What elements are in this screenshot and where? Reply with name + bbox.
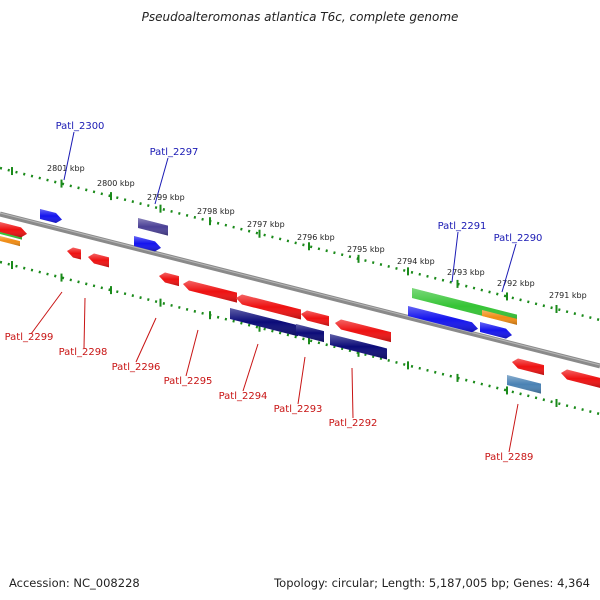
- gene-label[interactable]: Patl_2292: [329, 418, 378, 429]
- gene-arrow-shading: [67, 247, 81, 260]
- scale-label: 2801 kbp: [47, 164, 85, 173]
- leader-line: [63, 131, 75, 181]
- gene-arrow-shading: [236, 294, 301, 320]
- scale-label: 2798 kbp: [197, 207, 235, 216]
- gene-label[interactable]: Patl_2293: [274, 404, 323, 415]
- gene-arrow-shading: [183, 280, 237, 303]
- scale-label: 2799 kbp: [147, 193, 185, 202]
- gene-label[interactable]: Patl_2299: [5, 332, 54, 343]
- genome-title: Pseudoalteromonas atlantica T6c, complet…: [141, 10, 459, 24]
- gene-label[interactable]: Patl_2289: [485, 452, 534, 463]
- gene-arrow-shading: [296, 324, 324, 343]
- accession-text: Accession: NC_008228: [9, 576, 140, 590]
- gene-arrow-shading: [330, 334, 387, 360]
- gene-arrow-shading: [159, 272, 179, 287]
- leader-line: [154, 157, 169, 205]
- gene-label[interactable]: Patl_2290: [494, 233, 543, 244]
- gene-arrow-shading: [335, 319, 391, 343]
- leader-line: [83, 297, 86, 349]
- scale-label: 2793 kbp: [447, 268, 485, 277]
- gene-arrow-shading: [480, 322, 512, 339]
- gene-label[interactable]: Patl_2295: [164, 376, 213, 387]
- leader-line: [508, 403, 519, 453]
- gene-arrow-shading: [0, 236, 20, 247]
- gene-label[interactable]: Patl_2296: [112, 362, 161, 373]
- leader-line: [30, 291, 63, 335]
- gene-label[interactable]: Patl_2291: [438, 221, 487, 232]
- scale-label: 2800 kbp: [97, 179, 135, 188]
- leader-line: [135, 317, 157, 363]
- scale-label: 2795 kbp: [347, 245, 385, 254]
- gene-label[interactable]: Patl_2294: [219, 391, 268, 402]
- gene-arrow-shading: [134, 236, 161, 252]
- label-leader-lines: [30, 131, 519, 453]
- gene-arrow-shading: [230, 308, 298, 337]
- scale-label: 2796 kbp: [297, 233, 335, 242]
- scale-label: 2797 kbp: [247, 220, 285, 229]
- leader-line: [297, 356, 306, 405]
- gene-label[interactable]: Patl_2298: [59, 347, 108, 358]
- topology-text: Topology: circular; Length: 5,187,005 bp…: [274, 576, 590, 590]
- gene-arrow-shading: [561, 369, 600, 388]
- gene-arrow-shading: [408, 306, 478, 333]
- genome-backbone-highlight: [0, 212, 600, 366]
- leader-line: [242, 343, 259, 392]
- forward-scale-ruler: [0, 166, 600, 322]
- gene-arrow-shading: [482, 310, 517, 325]
- gene-label[interactable]: Patl_2297: [150, 147, 199, 158]
- gene-arrow-shading: [40, 209, 62, 224]
- gene-arrow-shading: [301, 310, 329, 327]
- gene-arrow-shading: [507, 375, 541, 394]
- gene-labels: Patl_2300 Patl_2297 Patl_2291 Patl_2290 Patl…: [5, 121, 543, 463]
- gene-features[interactable]: [0, 209, 600, 394]
- scale-label: 2791 kbp: [549, 291, 587, 300]
- leader-line: [451, 231, 459, 283]
- scale-label: 2794 kbp: [397, 257, 435, 266]
- leader-line: [501, 243, 517, 293]
- leader-line: [351, 367, 354, 419]
- gene-arrow-shading: [512, 358, 544, 376]
- gene-arrow-shading: [138, 218, 168, 236]
- scale-label: 2792 kbp: [497, 279, 535, 288]
- gene-arrow-shading: [88, 253, 109, 268]
- genome-backbone: [0, 211, 600, 369]
- gene-label[interactable]: Patl_2300: [56, 121, 105, 132]
- scale-labels: 2801 kbp 2800 kbp 2799 kbp 2798 kbp 2797 kbp…: [47, 164, 587, 300]
- leader-line: [185, 329, 199, 377]
- gene-arrow-shading: [0, 222, 27, 238]
